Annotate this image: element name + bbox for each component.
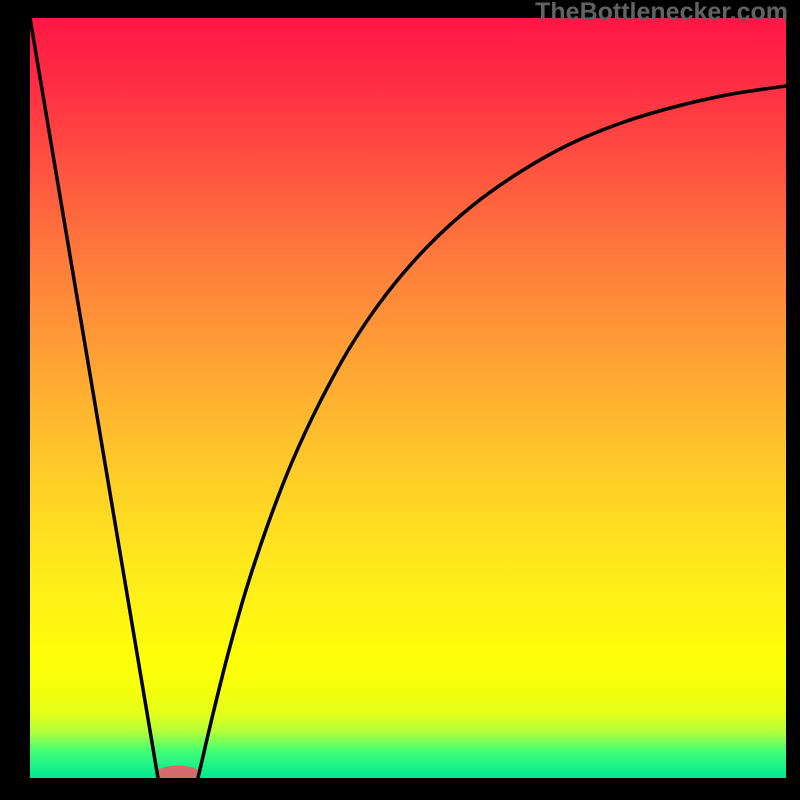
plot-area xyxy=(30,18,786,778)
gradient-background xyxy=(30,18,786,778)
chart-frame: TheBottlenecker.com xyxy=(0,0,800,800)
watermark-text: TheBottlenecker.com xyxy=(535,0,788,27)
